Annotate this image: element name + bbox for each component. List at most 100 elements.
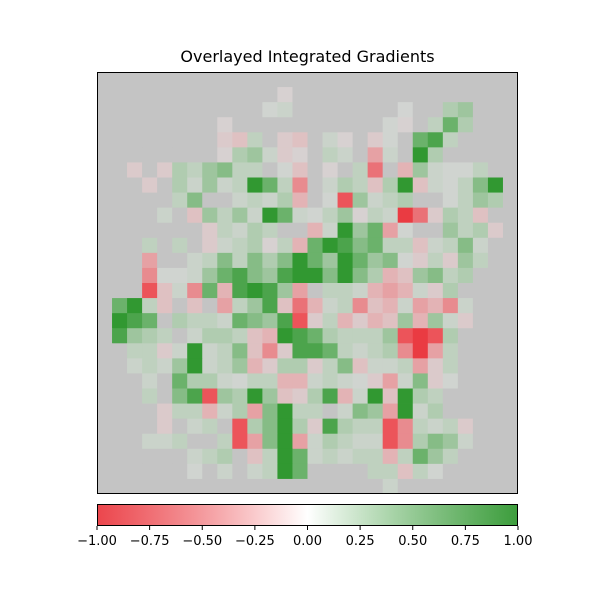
heatmap-cell bbox=[382, 403, 399, 420]
heatmap-cell bbox=[352, 102, 369, 118]
heatmap-cell bbox=[277, 403, 293, 420]
heatmap-cell bbox=[172, 102, 188, 118]
heatmap-cell bbox=[412, 192, 429, 209]
heatmap-cell bbox=[157, 222, 173, 239]
heatmap-cell bbox=[202, 267, 218, 284]
heatmap-cell bbox=[292, 252, 308, 269]
heatmap-cell bbox=[127, 267, 143, 284]
heatmap-cell bbox=[262, 418, 278, 435]
heatmap-cell bbox=[232, 87, 248, 103]
heatmap-cell bbox=[172, 373, 188, 389]
heatmap-cell bbox=[382, 117, 399, 133]
heatmap-cell bbox=[352, 373, 369, 389]
heatmap-cell bbox=[157, 283, 173, 299]
heatmap-cell bbox=[112, 72, 128, 88]
heatmap-cell bbox=[352, 298, 369, 314]
heatmap-cell bbox=[487, 313, 504, 329]
heatmap-cell bbox=[97, 162, 113, 178]
heatmap-cell bbox=[262, 463, 278, 480]
heatmap-cell bbox=[172, 192, 188, 209]
heatmap-cell bbox=[337, 283, 354, 299]
heatmap-cell bbox=[157, 343, 173, 359]
heatmap-cell bbox=[112, 117, 128, 133]
heatmap-cell bbox=[157, 267, 173, 284]
heatmap-cell bbox=[337, 162, 354, 178]
heatmap-cell bbox=[277, 283, 293, 299]
heatmap-cell bbox=[397, 177, 414, 193]
heatmap-cell bbox=[127, 433, 143, 450]
heatmap-cell bbox=[337, 433, 354, 450]
heatmap-cell bbox=[352, 478, 369, 495]
heatmap-cell bbox=[472, 388, 489, 404]
heatmap-cell bbox=[187, 358, 203, 374]
heatmap-cell bbox=[412, 403, 429, 420]
heatmap-cell bbox=[277, 222, 293, 239]
heatmap-cell bbox=[232, 448, 248, 465]
colorbar-tick-label: −0.75 bbox=[130, 534, 170, 549]
heatmap-cell bbox=[247, 478, 263, 495]
heatmap-cell bbox=[232, 132, 248, 148]
heatmap-cell bbox=[427, 343, 444, 359]
heatmap-cell bbox=[112, 373, 128, 389]
heatmap-cell bbox=[142, 207, 158, 224]
heatmap-cell bbox=[337, 237, 354, 254]
heatmap-cell bbox=[292, 448, 308, 465]
heatmap-cell bbox=[457, 267, 474, 284]
heatmap-cell bbox=[412, 478, 429, 495]
colorbar-svg: −1.00 −0.75 −0.50 −0.25 0.00 0.25 0.50 0.75 1.00 bbox=[77, 504, 532, 549]
heatmap-cell bbox=[187, 463, 203, 480]
heatmap-cell bbox=[202, 177, 218, 193]
heatmap-cell bbox=[337, 403, 354, 420]
heatmap-cell bbox=[142, 373, 158, 389]
heatmap-cell bbox=[277, 162, 293, 178]
heatmap-cell bbox=[217, 267, 233, 284]
heatmap-cell bbox=[247, 388, 263, 404]
heatmap-cell bbox=[412, 72, 429, 88]
heatmap-cell bbox=[412, 222, 429, 239]
heatmap-cell bbox=[367, 192, 384, 209]
heatmap-cell bbox=[232, 328, 248, 344]
heatmap-cell bbox=[172, 403, 188, 420]
heatmap-cell bbox=[457, 373, 474, 389]
heatmap-cell bbox=[142, 328, 158, 344]
heatmap-cell bbox=[427, 433, 444, 450]
heatmap-cell bbox=[472, 147, 489, 163]
heatmap-cell bbox=[367, 283, 384, 299]
heatmap-cell bbox=[502, 433, 519, 450]
heatmap-cell bbox=[292, 358, 308, 374]
heatmap-cell bbox=[112, 132, 128, 148]
colorbar-tick-label: −0.25 bbox=[235, 534, 275, 549]
heatmap-cell bbox=[382, 448, 399, 465]
heatmap-cell bbox=[337, 358, 354, 374]
heatmap-cell bbox=[487, 132, 504, 148]
heatmap-cell bbox=[232, 403, 248, 420]
heatmap-cell bbox=[367, 418, 384, 435]
heatmap-cell bbox=[277, 388, 293, 404]
heatmap-cell bbox=[457, 72, 474, 88]
heatmap-cell bbox=[97, 343, 113, 359]
heatmap-cell bbox=[352, 162, 369, 178]
heatmap-cell bbox=[112, 237, 128, 254]
heatmap-cell bbox=[427, 478, 444, 495]
heatmap-cell bbox=[322, 448, 338, 465]
heatmap-cell bbox=[397, 72, 414, 88]
heatmap-cell bbox=[262, 448, 278, 465]
heatmap-cell bbox=[262, 117, 278, 133]
heatmap-cell bbox=[352, 343, 369, 359]
heatmap-cell bbox=[487, 117, 504, 133]
heatmap-cell bbox=[487, 87, 504, 103]
heatmap-cell bbox=[382, 87, 399, 103]
heatmap-cell bbox=[277, 72, 293, 88]
heatmap-cell bbox=[367, 478, 384, 495]
heatmap-cell bbox=[142, 403, 158, 420]
heatmap-cell bbox=[142, 448, 158, 465]
heatmap-cell bbox=[382, 102, 399, 118]
heatmap-cell bbox=[127, 298, 143, 314]
heatmap-cell bbox=[157, 252, 173, 269]
heatmap-cell bbox=[262, 162, 278, 178]
heatmap-cell bbox=[172, 388, 188, 404]
heatmap-cell bbox=[442, 162, 459, 178]
heatmap-cell bbox=[217, 343, 233, 359]
heatmap-cell bbox=[352, 358, 369, 374]
